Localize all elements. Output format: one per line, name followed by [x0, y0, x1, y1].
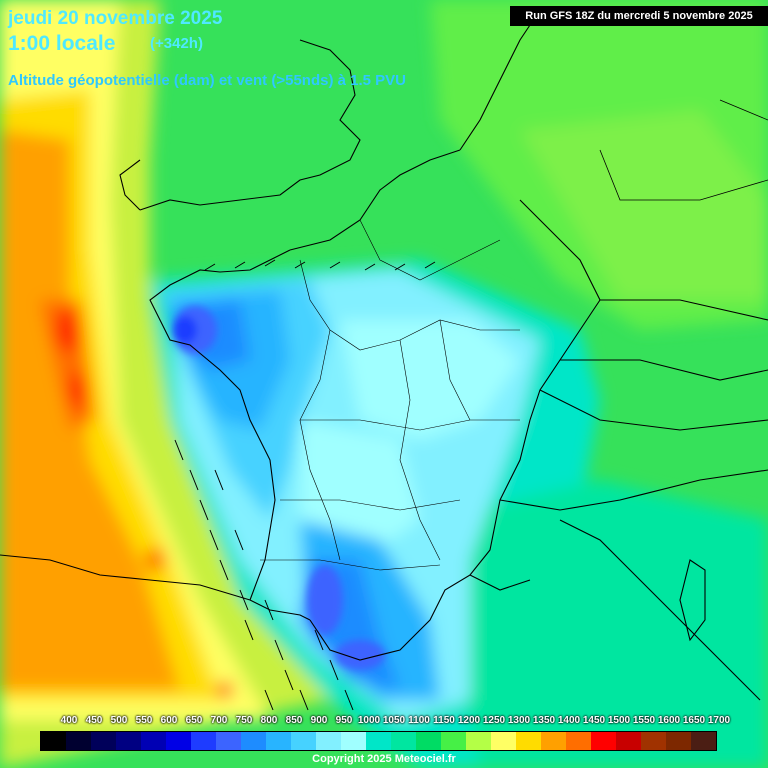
legend-tick-label: 750 [235, 715, 253, 726]
color-scale-cell [66, 732, 91, 750]
forecast-date: jeudi 20 novembre 2025 [8, 8, 223, 29]
color-scale-cell [366, 732, 391, 750]
color-scale-cell [216, 732, 241, 750]
legend-tick-label: 1300 [507, 715, 531, 726]
color-scale-cell [291, 732, 316, 750]
color-scale-cell [691, 732, 716, 750]
color-scale-cell [41, 732, 66, 750]
color-scale-cell [166, 732, 191, 750]
legend-tick-label: 1650 [682, 715, 706, 726]
legend-tick-label: 1150 [433, 715, 455, 726]
legend-tick-label: 400 [60, 715, 78, 726]
legend-tick-label: 1400 [557, 715, 581, 726]
color-scale-cell [91, 732, 116, 750]
legend-tick-label: 1450 [582, 715, 606, 726]
legend-tick-label: 450 [85, 715, 103, 726]
copyright-text: Copyright 2025 Meteociel.fr [312, 753, 456, 765]
legend-tick-label: 850 [285, 715, 303, 726]
legend-tick-labels: 400 450 500 550 600 650 700 750 800 850 900 950 1000… [52, 715, 742, 729]
color-scale-cell [666, 732, 691, 750]
local-time: 1:00 locale [8, 32, 116, 55]
legend-tick-label: 950 [335, 715, 353, 726]
color-scale-cell [266, 732, 291, 750]
color-scale-cell [541, 732, 566, 750]
color-scale-cell [341, 732, 366, 750]
legend-tick-label: 1600 [657, 715, 681, 726]
color-scale-cell [391, 732, 416, 750]
color-scale-cell [191, 732, 216, 750]
color-scale-cell [566, 732, 591, 750]
legend-tick-label: 1700 [707, 715, 731, 726]
run-info-label: Run GFS 18Z du mercredi 5 novembre 2025 [510, 6, 768, 26]
color-scale-cell [441, 732, 466, 750]
legend-tick-label: 1100 [408, 715, 430, 726]
forecast-offset: (+342h) [150, 35, 203, 52]
legend-tick-label: 1200 [457, 715, 481, 726]
color-scale-cell [516, 732, 541, 750]
legend-tick-label: 500 [110, 715, 128, 726]
legend-tick-label: 550 [135, 715, 153, 726]
legend-tick-label: 600 [160, 715, 178, 726]
legend-tick-label: 1250 [482, 715, 506, 726]
color-scale-cell [241, 732, 266, 750]
color-scale-cell [616, 732, 641, 750]
legend-tick-label: 1000 [357, 715, 381, 726]
legend-tick-label: 900 [310, 715, 328, 726]
legend-tick-label: 1350 [532, 715, 556, 726]
parameter-title: Altitude géopotentielle (dam) et vent (>… [8, 72, 406, 89]
color-scale [40, 731, 717, 751]
color-scale-cell [591, 732, 616, 750]
color-scale-cell [316, 732, 341, 750]
color-scale-cell [416, 732, 441, 750]
legend-tick-label: 1550 [632, 715, 656, 726]
color-scale-cell [641, 732, 666, 750]
legend-tick-label: 800 [260, 715, 278, 726]
color-scale-cell [491, 732, 516, 750]
legend-tick-label: 650 [185, 715, 203, 726]
legend-tick-label: 1500 [607, 715, 631, 726]
color-scale-cell [141, 732, 166, 750]
color-scale-cell [116, 732, 141, 750]
legend-tick-label: 1050 [382, 715, 406, 726]
color-scale-cell [466, 732, 491, 750]
legend-tick-label: 700 [210, 715, 228, 726]
